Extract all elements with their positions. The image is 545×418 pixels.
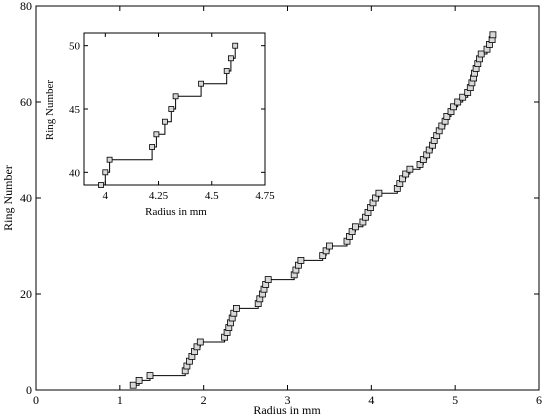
inset-y-axis: 40 45 50 [69,41,265,179]
main-data-point [402,170,410,178]
inset-plot: 4 4.25 4.5 4.75 40 45 50 Radius in mm Ring Nu… [44,32,275,218]
inset-x-tick-label: 4.75 [255,190,275,202]
main-y-tick-label: 20 [20,287,32,301]
inset-data-point [232,42,239,49]
main-x-tick-label: 5 [452,393,458,407]
main-y-tick-label: 80 [20,0,32,13]
main-data-point [375,189,383,197]
inset-x-axis-label: Radius in mm [145,206,207,218]
inset-y-tick-label: 40 [69,167,81,179]
main-y-axis: 0 20 40 60 80 [20,0,539,397]
main-data-point [232,304,240,312]
main-data-point [146,372,154,380]
inset-x-tick-label: 4 [103,190,109,202]
inset-data-point [102,169,109,176]
main-data-point [406,165,414,173]
main-y-tick-label: 0 [26,383,32,397]
main-data-point [419,156,427,164]
inset-x-tick-label: 4.5 [205,190,219,202]
main-x-axis-label: Radius in mm [253,403,321,417]
inset-y-tick-label: 45 [69,104,81,116]
main-data-point [477,50,485,58]
inset-series-markers [98,42,239,188]
inset-data-point [227,55,234,62]
main-data-point [454,98,462,106]
main-data-point [351,223,359,231]
inset-y-tick-label: 50 [69,41,81,53]
main-data-point [129,381,137,389]
main-x-tick-label: 3 [285,393,291,407]
inset-data-point [98,182,104,188]
inset-data-point [106,156,113,163]
inset-data-point [168,106,175,112]
main-y-axis-label: Ring Number [1,165,15,231]
main-data-point [297,256,305,264]
inset-data-point [172,93,179,100]
main-data-point [196,338,204,346]
main-data-point [450,103,457,111]
main-data-point [325,242,333,250]
inset-data-point [161,118,168,125]
main-data-point [459,93,467,101]
main-data-point [489,31,497,39]
main-x-tick-label: 1 [117,393,123,407]
main-x-tick-label: 0 [33,393,39,407]
main-data-point [135,376,143,384]
main-y-tick-label: 40 [20,191,32,205]
inset-data-point [223,68,230,74]
main-series-markers [129,31,497,389]
main-y-tick-label: 60 [20,95,32,109]
main-data-point [443,113,451,120]
inset-data-point [198,80,205,87]
inset-x-tick-label: 4.25 [149,190,169,202]
main-data-point [264,276,272,284]
main-x-tick-label: 4 [368,393,374,407]
main-x-tick-label: 6 [536,393,542,407]
inset-data-point [153,131,160,138]
inset-data-point [149,144,156,150]
inset-x-axis: 4 4.25 4.5 4.75 [103,33,275,202]
main-x-tick-label: 2 [201,393,207,407]
inset-y-axis-label: Ring Number [44,80,56,141]
